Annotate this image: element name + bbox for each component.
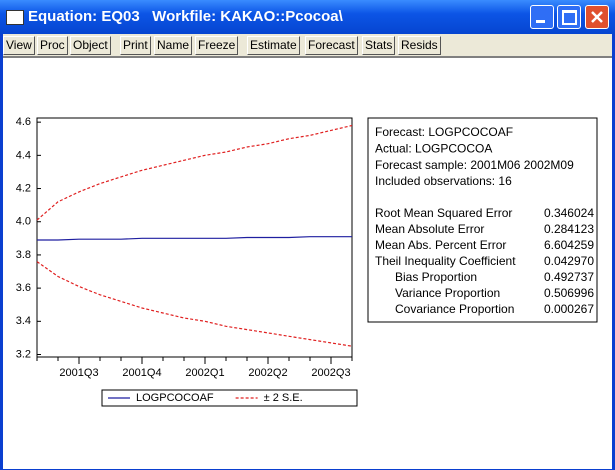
y-tick-label: 3.2 — [16, 348, 31, 360]
window-title: Equation: EQ03 Workfile: KAKAO::Pcocoa\ — [28, 8, 343, 25]
stats-value: 0.284123 — [544, 222, 594, 236]
y-tick-label: 4.4 — [16, 149, 31, 161]
stats-value: 0.492737 — [544, 270, 594, 284]
stats-label: Variance Proportion — [395, 286, 500, 300]
toolbar-button[interactable]: Forecast — [305, 36, 358, 55]
y-tick-label: 4.2 — [16, 182, 31, 194]
x-tick-label: 2002Q2 — [248, 367, 287, 379]
legend-label: ± 2 S.E. — [264, 392, 303, 404]
x-tick-label: 2001Q3 — [59, 367, 98, 379]
x-tick-label: 2002Q1 — [185, 367, 224, 379]
toolbar-button[interactable]: Name — [154, 36, 193, 55]
stats-header: Forecast sample: 2001M06 2002M09 — [375, 158, 574, 172]
forecast-stats: Forecast: LOGPCOCOAF Actual: LOGPCOCOA For… — [367, 117, 598, 323]
stats-label: Root Mean Squared Error — [375, 206, 512, 220]
toolbar-button[interactable]: Resids — [398, 36, 441, 55]
legend-label: LOGPCOCOAF — [136, 392, 214, 404]
window-icon — [6, 10, 24, 25]
y-tick-label: 4.0 — [16, 216, 31, 228]
stats-header: Actual: LOGPCOCOA — [375, 141, 492, 155]
stats-label: Mean Absolute Error — [375, 222, 484, 236]
title-bar: Equation: EQ03 Workfile: KAKAO::Pcocoa\ — [0, 0, 615, 34]
toolbar-button[interactable]: Estimate — [247, 36, 300, 55]
legend — [101, 389, 358, 407]
series-line — [36, 124, 353, 221]
y-tick-label: 3.6 — [16, 282, 31, 294]
toolbar-button[interactable]: View — [3, 36, 35, 55]
toolbar-button[interactable]: Object — [70, 36, 111, 55]
toolbar-button[interactable]: Freeze — [195, 36, 239, 55]
stats-header: Included observations: 16 — [375, 174, 512, 188]
toolbar-button[interactable]: Stats — [362, 36, 396, 55]
stats-label: Bias Proportion — [395, 270, 477, 284]
y-tick-label: 3.8 — [16, 249, 31, 261]
x-tick-label: 2001Q4 — [122, 367, 161, 379]
stats-label: Mean Abs. Percent Error — [375, 238, 506, 252]
y-tick-label: 4.6 — [16, 116, 31, 128]
maximize-button[interactable] — [557, 5, 581, 29]
stats-value: 0.346024 — [544, 206, 594, 220]
series-line — [37, 236, 352, 241]
y-tick-label: 3.4 — [16, 315, 31, 327]
stats-value: 6.604259 — [544, 238, 594, 252]
toolbar: View Proc Object Print Name Freeze Estimate For… — [3, 34, 612, 56]
toolbar-button[interactable]: Print — [120, 36, 151, 55]
toolbar-button[interactable]: Proc — [37, 36, 68, 55]
x-tick-label: 2002Q3 — [311, 367, 350, 379]
stats-value: 0.000267 — [544, 302, 594, 316]
stats-label: Covariance Proportion — [395, 302, 514, 316]
stats-header: Forecast: LOGPCOCOAF — [375, 125, 513, 139]
close-icon — [591, 11, 603, 23]
stats-value: 0.506996 — [544, 286, 594, 300]
stats-box — [367, 117, 598, 323]
stats-label: Theil Inequality Coefficient — [375, 254, 516, 268]
stats-value: 0.042970 — [544, 254, 594, 268]
close-button[interactable] — [585, 5, 609, 29]
minimize-button[interactable] — [530, 5, 554, 29]
series-line — [36, 261, 353, 347]
